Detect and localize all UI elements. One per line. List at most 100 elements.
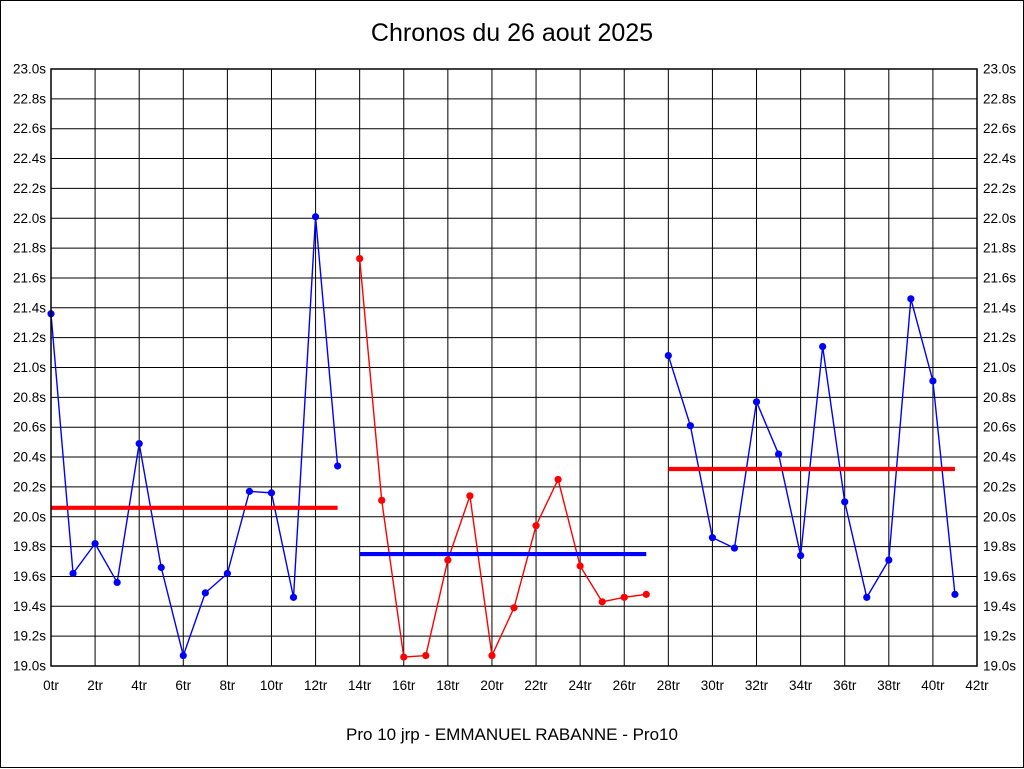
x-axis-tick-label: 34tr [789,678,813,693]
grid [50,68,978,667]
y-axis-tick-label-right: 19.0s [983,659,1016,674]
y-axis-tick-label-left: 19.2s [13,629,46,644]
data-point [223,569,231,578]
axis-labels: 19.0s 19.0s 19.2s 19.2s 19.4s 19.4s 19.6s 19.6s… [13,62,1016,694]
y-axis-tick-label-left: 19.0s [13,659,46,674]
data-point [201,589,209,597]
y-axis-tick-label-left: 22.8s [13,91,46,106]
data-point [157,563,165,572]
x-axis-tick-label: 38tr [877,678,901,693]
y-axis-tick-label-right: 22.4s [983,151,1016,166]
data-point [444,556,452,564]
data-point [466,492,474,500]
data-point [179,651,187,660]
data-point [311,213,320,221]
series-session-2 [356,254,650,661]
data-point [488,651,496,660]
y-axis-tick-label-left: 19.4s [13,599,46,614]
data-point [951,590,959,598]
y-axis-tick-label-right: 22.6s [983,121,1016,136]
y-axis-tick-label-right: 21.8s [983,241,1016,256]
data-point [907,295,915,303]
y-axis-tick-label-right: 20.4s [983,450,1016,465]
data-point [510,604,518,612]
x-axis-tick-label: 32tr [745,678,769,693]
series-line [667,298,956,599]
x-axis-tick-label: 12tr [304,678,328,693]
data-point [245,487,254,495]
x-axis-tick-label: 42tr [965,678,989,693]
data-point [422,651,430,660]
data-point [620,593,628,601]
series-session-3 [664,295,959,601]
y-axis-tick-label-left: 22.4s [13,151,46,166]
y-axis-tick-label-right: 20.0s [983,509,1016,524]
y-axis-tick-label-left: 20.2s [13,479,46,494]
y-axis-tick-label-right: 21.0s [983,360,1016,375]
data-point [819,343,827,351]
y-axis-tick-label-right: 19.8s [983,539,1016,554]
data-point [554,475,562,484]
data-point [664,351,672,360]
x-axis-tick-label: 2tr [87,678,103,693]
y-axis-tick-label-right: 20.8s [983,390,1016,405]
x-axis-tick-label: 28tr [657,678,681,693]
y-axis-tick-label-right: 22.2s [983,181,1016,196]
data-point [378,496,386,504]
y-axis-tick-label-left: 20.0s [13,509,46,524]
data-point [686,422,694,430]
y-axis-tick-label-left: 22.6s [13,121,46,136]
chart-subtitle: Pro 10 jrp - EMMANUEL RABANNE - Pro10 [346,725,678,744]
x-axis-tick-label: 22tr [524,678,548,693]
x-axis-tick-label: 20tr [480,678,504,693]
data-point [885,556,893,564]
data-point [91,540,99,548]
y-axis-tick-label-left: 19.6s [13,569,46,584]
y-axis-tick-label-right: 20.2s [983,479,1016,494]
data-point [356,254,364,263]
y-axis-tick-label-left: 21.8s [13,241,46,256]
x-axis-tick-label: 6tr [175,678,191,693]
y-axis-tick-label-right: 20.6s [983,420,1016,435]
chart-title: Chronos du 26 aout 2025 [370,19,654,47]
y-axis-tick-label-right: 19.2s [983,629,1016,644]
y-axis-tick-label-right: 21.2s [983,330,1016,345]
x-axis-tick-label: 26tr [613,678,637,693]
series-session-1 [47,213,342,660]
data-point [730,544,739,552]
x-axis-tick-label: 40tr [921,678,945,693]
y-axis-tick-label-left: 20.8s [13,390,46,405]
x-axis-tick-label: 4tr [131,678,147,693]
x-axis-tick-label: 16tr [392,678,416,693]
data-point [289,593,298,601]
data-point [267,489,276,497]
y-axis-tick-label-right: 22.0s [983,211,1016,226]
y-axis-tick-label-left: 23.0s [13,62,46,77]
data-point [642,590,650,598]
x-axis-tick-label: 30tr [701,678,725,693]
data-point [708,534,717,542]
y-axis-tick-label-left: 22.0s [13,211,46,226]
y-axis-tick-label-right: 19.6s [983,569,1016,584]
y-axis-tick-label-right: 19.4s [983,599,1016,614]
x-axis-tick-label: 24tr [569,678,593,693]
y-axis-tick-label-right: 21.4s [983,300,1016,315]
data-point [797,551,805,560]
data-point [113,578,121,587]
data-point [929,377,937,385]
y-axis-tick-label-right: 23.0s [983,62,1016,77]
x-axis-tick-label: 36tr [833,678,857,693]
data-point [598,598,606,606]
data-point [334,462,342,470]
x-axis-tick-label: 14tr [348,678,372,693]
x-axis-tick-label: 18tr [436,678,460,693]
y-axis-tick-label-left: 21.2s [13,330,46,345]
y-axis-tick-label-left: 21.6s [13,270,46,285]
plot-border [50,68,978,667]
data-point [400,653,408,661]
y-axis-tick-label-left: 21.0s [13,360,46,375]
data-point [774,450,783,458]
data-point [69,569,77,578]
